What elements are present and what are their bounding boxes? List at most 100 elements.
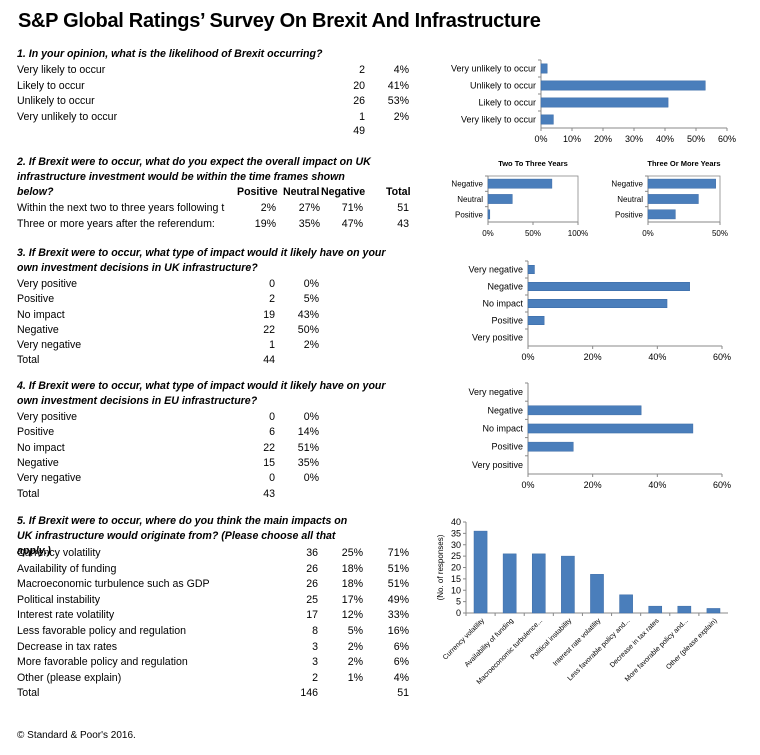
row-count: 19 — [263, 308, 275, 321]
page-title: S&P Global Ratings’ Survey On Brexit And… — [18, 10, 541, 32]
row-count: 26 — [306, 578, 318, 591]
row-percent: 2% — [303, 339, 319, 352]
row-negative: 71% — [341, 202, 363, 214]
row-label: Unlikely to occur — [17, 95, 95, 107]
row-percent: 51% — [297, 441, 319, 454]
row-label: No impact — [17, 441, 65, 454]
bar — [647, 194, 699, 204]
row-percent-respondents: 51% — [387, 562, 409, 575]
row-count: 0 — [269, 278, 275, 290]
question-3: 3. If Brexit were to occur, what type of… — [17, 247, 386, 274]
bar — [706, 608, 721, 614]
category-label: Negative — [451, 180, 483, 189]
row-neutral: 27% — [298, 202, 320, 214]
row-count: 2 — [359, 64, 365, 76]
row-percent: 14% — [297, 426, 319, 439]
row-label: Total — [17, 488, 40, 500]
row-count: 17 — [306, 609, 318, 622]
bar — [540, 80, 706, 91]
row-total: 146 — [300, 687, 318, 699]
row-count: 22 — [263, 441, 275, 454]
x-tick-label: 60% — [713, 352, 731, 362]
x-tick-label: 0% — [482, 229, 494, 238]
question-5: 5. If Brexit were to occur, where do you… — [17, 515, 348, 557]
row-count: 3 — [312, 656, 318, 669]
x-tick-label: 50% — [525, 229, 541, 238]
row-percent-responses: 5% — [347, 625, 363, 637]
row-percent-responses: 25% — [341, 547, 363, 559]
bar — [527, 405, 642, 416]
row-percent-responses: 18% — [341, 562, 363, 575]
row-label: Total — [17, 687, 40, 699]
row-total: 43 — [263, 488, 275, 500]
row-count: 36 — [306, 547, 318, 559]
category-label: Positive — [455, 210, 484, 219]
row-label: Other (please explain) — [17, 671, 122, 684]
x-tick-label: 100% — [568, 229, 588, 238]
row-percent: 43% — [297, 308, 319, 321]
category-label: Very likely to occur — [461, 115, 536, 125]
row-label: Negative — [17, 456, 59, 469]
bar — [619, 594, 633, 614]
category-label: Positive — [491, 442, 523, 452]
row-label: Political instability — [17, 593, 101, 606]
category-label: Decrease in tax rates — [609, 617, 661, 669]
row-positive: 2% — [260, 202, 276, 214]
row-percent: 0% — [303, 411, 319, 423]
row-positive: 19% — [254, 217, 276, 230]
y-tick-label: 15 — [451, 574, 461, 584]
x-tick-label: 20% — [584, 480, 602, 490]
row-count: 0 — [269, 472, 275, 485]
category-label: No impact — [482, 424, 523, 434]
row-label: Negative — [17, 323, 59, 336]
row-count: 2 — [269, 293, 275, 306]
bar — [647, 178, 716, 189]
row-label: No impact — [17, 308, 65, 321]
row-percent-responses: 17% — [341, 593, 363, 606]
bar — [487, 209, 491, 220]
category-label: Negative — [611, 180, 643, 189]
bar — [561, 555, 575, 614]
category-label: Very positive — [472, 333, 523, 343]
row-label: Decrease in tax rates — [17, 640, 118, 653]
category-label: Unlikely to occur — [470, 81, 536, 91]
bar — [531, 553, 546, 614]
row-total: 49 — [353, 125, 365, 137]
row-count: 22 — [263, 323, 275, 336]
row-label: Likely to occur — [17, 79, 85, 92]
row-percent-respondents: 6% — [393, 656, 409, 669]
y-tick-label: 20 — [451, 563, 461, 573]
category-label: Very unlikely to occur — [451, 64, 536, 74]
row-total: 44 — [263, 354, 275, 366]
row-percent: 5% — [303, 293, 319, 306]
x-tick-label: 0% — [642, 229, 654, 238]
copyright-footer: © Standard & Poor's 2016. — [17, 730, 136, 741]
bar — [502, 553, 517, 614]
category-label: Positive — [491, 316, 523, 326]
row-label: Very unlikely to occur — [17, 110, 118, 123]
row-percent-respondents: 4% — [393, 671, 409, 684]
row-total: 43 — [397, 217, 409, 230]
bar — [590, 574, 604, 614]
row-label: Positive — [17, 426, 55, 439]
row-count: 1 — [359, 110, 365, 123]
x-tick-label: 10% — [563, 134, 581, 144]
row-percent-responses: 2% — [347, 640, 363, 653]
row-label: More favorable policy and regulation — [17, 656, 188, 669]
x-tick-label: 0% — [534, 134, 547, 144]
row-percent-respondents: 51% — [387, 578, 409, 591]
bar — [527, 299, 668, 308]
bar — [487, 178, 553, 189]
row-label: Very positive — [17, 278, 78, 290]
row-percent-respondents: 16% — [387, 625, 409, 637]
row-percent-respondents: 33% — [387, 609, 409, 622]
header-neutral: Neutral — [283, 186, 320, 198]
row-percent-responses: 2% — [347, 656, 363, 669]
row-label: Less favorable policy and regulation — [17, 625, 187, 637]
category-label: Very negative — [468, 265, 523, 275]
category-label: Neutral — [617, 195, 643, 204]
x-tick-label: 40% — [648, 352, 666, 362]
row-percent: 2% — [393, 110, 409, 123]
row-percent: 41% — [387, 79, 409, 92]
row-total: 51 — [397, 202, 409, 214]
